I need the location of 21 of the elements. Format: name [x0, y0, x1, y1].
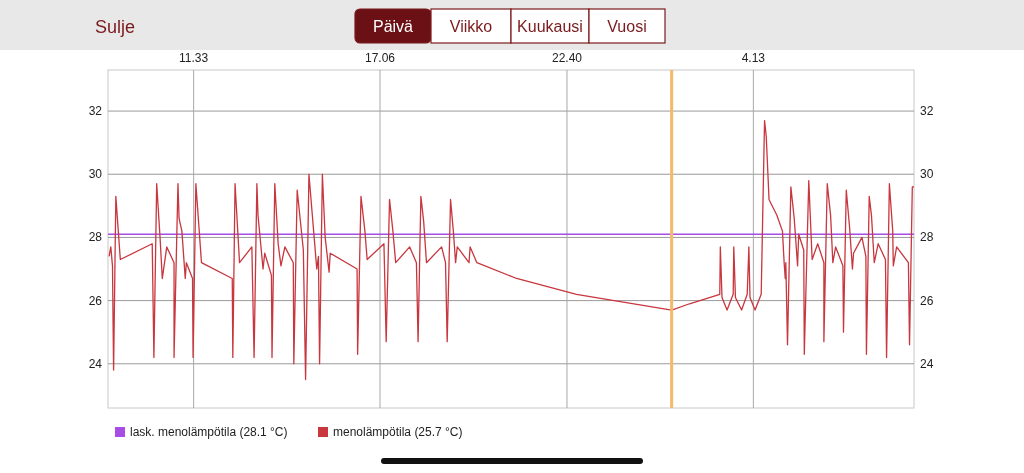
- y2-tick-label: 28: [920, 230, 934, 245]
- y-tick-label: 28: [88, 230, 103, 245]
- text: Kuukausi: [517, 18, 583, 35]
- x-tick-label: 4.13: [741, 51, 766, 65]
- text: Päivä: [372, 18, 414, 35]
- y2-tick-label: 30: [920, 167, 934, 182]
- y-tick-label: 30: [88, 167, 103, 182]
- x-tick-label: 17.06: [365, 51, 396, 65]
- x-tick-label: 11.33: [179, 51, 209, 65]
- x-tick-label: 22.40: [551, 51, 583, 65]
- y2-tick-label: 26: [920, 293, 934, 308]
- legend-label: lask. menolämpötila (28.1 °C): [130, 425, 288, 439]
- text: Vuosi: [607, 18, 647, 35]
- legend-label: menolämpötila (25.7 °C): [333, 425, 463, 439]
- y2-tick-label: 32: [920, 104, 934, 119]
- y-tick-label: 26: [88, 293, 103, 308]
- text: Viikko: [449, 18, 493, 35]
- y2-tick-label: 24: [920, 356, 934, 371]
- y-tick-label: 24: [88, 356, 103, 371]
- text: Sulje: [95, 17, 136, 37]
- y-tick-label: 32: [88, 104, 103, 119]
